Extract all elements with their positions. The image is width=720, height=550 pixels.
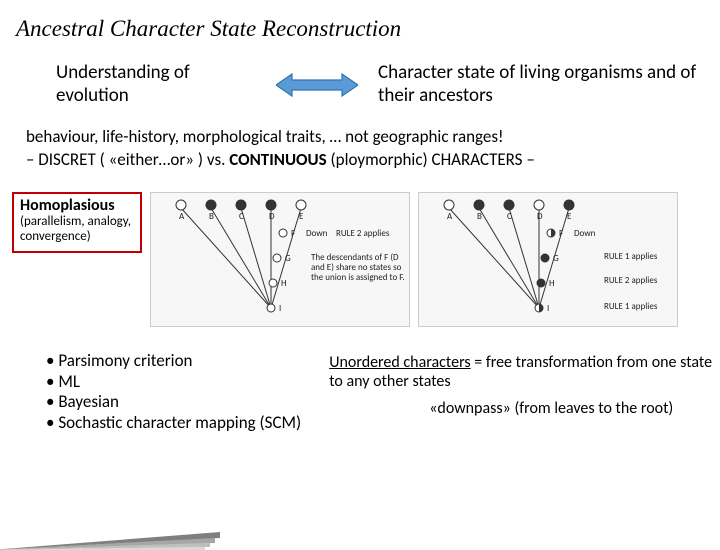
tip-b: B	[209, 211, 214, 222]
node-h: H	[281, 278, 287, 289]
desc-line2: – DISCRET ( «either…or» ) vs. CONTINUOUS…	[26, 149, 700, 170]
unordered-note: Unordered characters = free transformati…	[329, 353, 720, 391]
tip-c2: C	[507, 211, 512, 222]
node-f: F	[291, 228, 295, 239]
tree-left: A B C D E F Down G H I RULE 2 applies Th…	[150, 192, 410, 327]
downpass-note: «downpass» (from leaves to the root)	[429, 399, 720, 418]
right-concept: Character state of living organisms and …	[378, 62, 700, 108]
desc-line2-bold: CONTINUOUS	[229, 149, 326, 170]
tree-right: A B C D E F Down G H I RULE 1 applies RU…	[418, 192, 678, 327]
tip-e2: E	[567, 211, 571, 222]
list-item: ML	[46, 372, 301, 392]
node-f2: F	[559, 228, 563, 239]
left-concept: Understanding of evolution	[56, 62, 256, 108]
rule1-b: RULE 1 applies	[604, 301, 657, 312]
desc-line1: behaviour, life-history, morphological t…	[26, 126, 700, 147]
right-notes: Unordered characters = free transformati…	[329, 351, 720, 419]
rule1-a: RULE 1 applies	[604, 251, 657, 262]
decorative-wedge-icon	[0, 490, 220, 550]
desc-line2-pre: – DISCRET ( «either…or» ) vs.	[26, 149, 229, 170]
tip-d: D	[269, 211, 275, 222]
concept-row: Understanding of evolution Character sta…	[0, 42, 720, 108]
tip-d2: D	[537, 211, 543, 222]
double-arrow-icon	[272, 70, 362, 100]
desc-line2-post: (ploymorphic) CHARACTERS –	[327, 149, 535, 170]
unordered-underline: Unordered characters	[329, 353, 470, 372]
tip-a2: A	[447, 211, 452, 222]
node-g: G	[285, 253, 291, 264]
homoplasious-box: Homoplasious (parallelism, analogy, conv…	[12, 192, 142, 253]
rule2-1: RULE 2 applies	[336, 228, 389, 239]
node-i2: I	[547, 303, 549, 314]
down-1: Down	[306, 228, 327, 239]
list-item: Bayesian	[46, 392, 301, 412]
list-item: Parsimony criterion	[46, 351, 301, 371]
bullets-row: Parsimony criterion ML Bayesian Sochasti…	[0, 351, 720, 433]
tip-b2: B	[477, 211, 482, 222]
tip-c: C	[239, 211, 244, 222]
tree-note: The descendants of F (D and E) share no …	[311, 253, 406, 283]
node-g2: G	[553, 253, 559, 264]
down-2: Down	[574, 228, 595, 239]
node-i: I	[279, 303, 281, 314]
node-h2: H	[549, 278, 555, 289]
tip-a: A	[179, 211, 184, 222]
homoplasious-sub: (parallelism, analogy, convergence)	[20, 215, 134, 245]
methods-list: Parsimony criterion ML Bayesian Sochasti…	[46, 351, 301, 433]
homoplasious-title: Homoplasious	[20, 196, 134, 215]
page-title: Ancestral Character State Reconstruction	[0, 0, 720, 42]
figure-row: Homoplasious (parallelism, analogy, conv…	[0, 192, 720, 327]
tip-e: E	[299, 211, 303, 222]
rule2-a: RULE 2 applies	[604, 275, 657, 286]
list-item: Sochastic character mapping (SCM)	[46, 413, 301, 433]
tree-diagrams: A B C D E F Down G H I RULE 2 applies Th…	[150, 192, 710, 327]
